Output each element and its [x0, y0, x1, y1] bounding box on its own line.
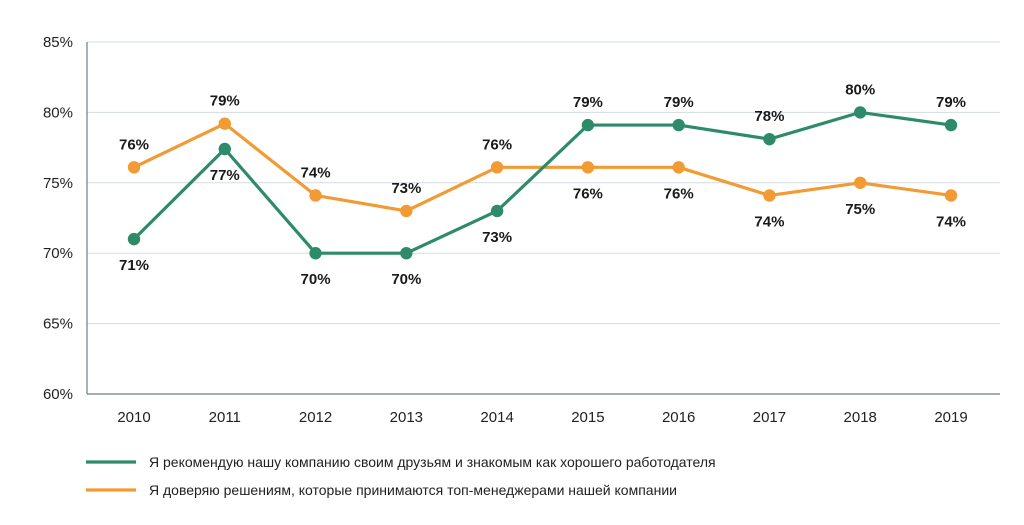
data-point-orange: [854, 176, 867, 189]
data-label-orange: 74%: [936, 213, 966, 230]
x-tick-label: 2013: [390, 409, 423, 426]
x-tick-label: 2018: [844, 409, 877, 426]
y-tick-label: 80%: [43, 104, 73, 121]
y-tick-label: 65%: [43, 316, 73, 333]
data-label-green: 71%: [119, 257, 149, 274]
x-tick-label: 2019: [934, 409, 967, 426]
data-label-orange: 79%: [210, 93, 240, 110]
y-tick-label: 70%: [43, 245, 73, 262]
data-point-green: [400, 247, 413, 260]
data-point-green: [218, 142, 231, 156]
data-label-orange: 76%: [573, 185, 603, 202]
data-label-green: 79%: [664, 94, 694, 111]
legend-label-orange: Я доверяю решениям, которые принимаются …: [149, 482, 677, 498]
x-tick-label: 2010: [117, 409, 150, 426]
data-point-orange: [763, 189, 776, 202]
y-tick-label: 75%: [43, 175, 73, 192]
data-point-orange: [944, 189, 958, 202]
data-label-green: 79%: [936, 94, 966, 111]
data-point-orange: [309, 189, 322, 202]
data-label-orange: 74%: [301, 164, 331, 181]
data-point-orange: [672, 161, 685, 174]
x-tick-label: 2017: [753, 409, 786, 426]
x-tick-label: 2015: [571, 409, 604, 426]
y-tick-label: 85%: [43, 34, 73, 51]
legend-label-green: Я рекомендую нашу компанию своим друзьям…: [149, 454, 716, 470]
x-tick-label: 2012: [299, 409, 332, 426]
data-point-green: [581, 118, 595, 132]
data-point-green: [672, 118, 685, 132]
data-point-orange: [218, 117, 231, 130]
data-point-orange: [490, 161, 504, 174]
data-point-orange: [581, 161, 595, 174]
data-point-green: [490, 204, 504, 218]
data-point-green: [309, 247, 322, 260]
data-point-green: [127, 232, 141, 246]
data-label-green: 70%: [391, 271, 421, 288]
data-label-green: 70%: [301, 271, 331, 288]
x-tick-label: 2011: [209, 409, 241, 426]
data-label-orange: 74%: [754, 213, 784, 230]
data-label-green: 77%: [210, 167, 240, 184]
data-label-orange: 76%: [119, 136, 149, 153]
data-point-green: [763, 132, 776, 146]
y-tick-label: 60%: [43, 386, 73, 403]
data-label-green: 73%: [482, 229, 512, 246]
data-label-green: 79%: [573, 94, 603, 111]
series-line-green: [132, 110, 952, 255]
data-label-orange: 73%: [391, 180, 421, 197]
data-point-green: [854, 106, 867, 119]
data-label-green: 78%: [754, 108, 784, 125]
x-tick-label: 2014: [480, 409, 513, 426]
data-label-green: 80%: [845, 81, 875, 98]
data-label-orange: 76%: [664, 185, 694, 202]
data-point-green: [944, 118, 958, 132]
data-point-orange: [400, 204, 413, 218]
x-tick-label: 2016: [662, 409, 695, 426]
data-label-orange: 76%: [482, 136, 512, 153]
data-label-orange: 75%: [845, 201, 875, 218]
data-point-orange: [127, 161, 141, 174]
